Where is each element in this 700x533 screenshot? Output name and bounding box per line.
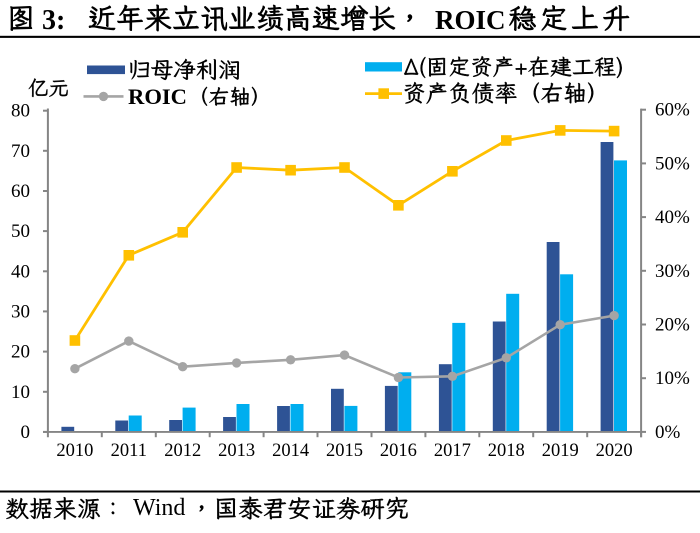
svg-text:50%: 50% [655,153,690,174]
svg-text:2011: 2011 [111,441,147,461]
svg-text:2017: 2017 [434,441,471,461]
svg-text:2015: 2015 [326,441,363,461]
svg-text:30: 30 [11,301,30,322]
svg-text:0: 0 [21,422,31,443]
svg-text:70: 70 [11,141,30,162]
svg-text:40: 40 [11,261,30,282]
svg-text:2018: 2018 [488,441,525,461]
svg-text:2012: 2012 [164,441,201,461]
svg-text:10%: 10% [655,368,690,389]
svg-text:30%: 30% [655,261,690,282]
svg-text:2020: 2020 [596,441,633,461]
svg-text:ROIC: ROIC [435,5,506,35]
svg-text:50: 50 [11,221,30,242]
svg-text:60: 60 [11,181,30,202]
svg-text:20: 20 [11,342,30,363]
svg-text:ROIC: ROIC [128,84,187,109]
svg-text:2014: 2014 [272,441,309,461]
svg-text:2010: 2010 [56,441,93,461]
svg-text:2019: 2019 [542,441,579,461]
svg-text:40%: 40% [655,207,690,228]
svg-text:3:: 3: [42,5,65,36]
svg-text:0%: 0% [655,422,681,443]
svg-text:20%: 20% [655,315,690,336]
svg-text:2016: 2016 [380,441,417,461]
svg-text:Wind: Wind [133,495,185,521]
svg-text:10: 10 [11,382,30,403]
svg-text:60%: 60% [655,100,690,121]
svg-text:2013: 2013 [218,441,255,461]
svg-text:80: 80 [11,101,30,122]
